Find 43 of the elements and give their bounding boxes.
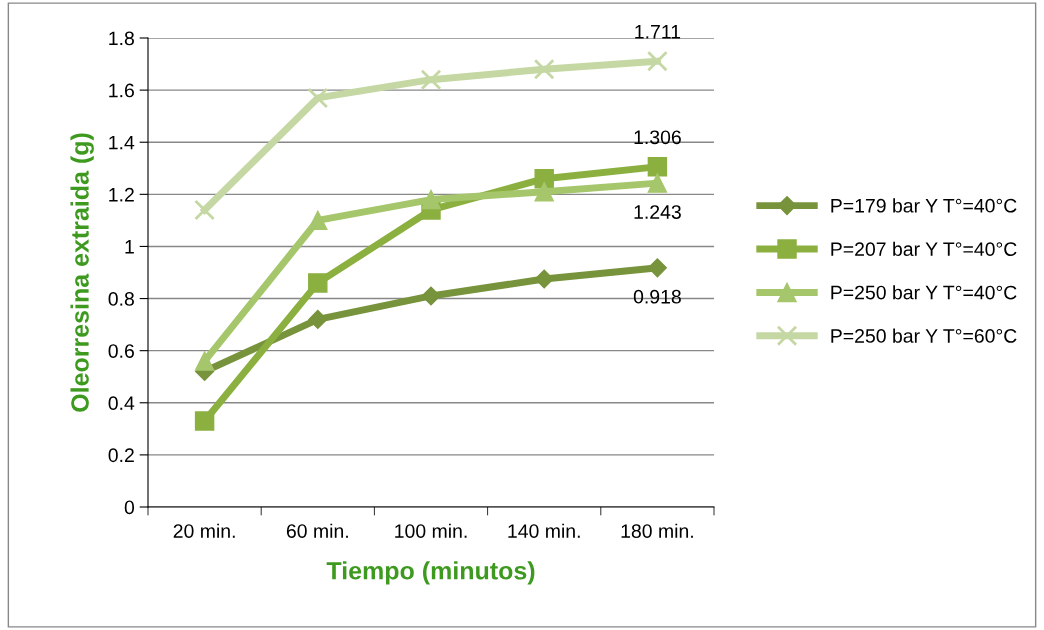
x-axis-title: Tiempo (minutos) [326,561,535,585]
legend-label: P=250 bar Y T°=60°C [831,328,1017,343]
point [308,210,328,231]
y-tick-label: 1.8 [109,31,134,46]
point [421,189,441,210]
y-tick-label: 1.4 [109,135,135,150]
point [194,199,216,221]
point [647,258,667,278]
y-axis-title: Oleorresina extraida (g) [70,133,94,412]
y-tick-label: 0.4 [108,396,135,411]
data-label: 1.243 [634,205,681,219]
point [308,273,328,293]
legend-label: P=179 bar Y T°=40°C [831,198,1017,213]
y-tick-label: 0.6 [108,344,134,358]
point [420,69,442,91]
data-label: 1.306 [634,130,681,145]
point [194,411,215,431]
data-label: 0.918 [633,289,681,304]
data-label: 1.711 [635,25,681,39]
point [533,58,555,80]
y-tick-label: 1 [125,240,134,254]
point [194,351,215,371]
point [308,309,328,329]
legend-label: P=207 bar Y T°=40°C [831,241,1017,257]
point [534,269,554,289]
y-tick-label: 0.2 [108,448,134,463]
x-tick-label: 180 min. [621,523,693,538]
point [647,156,668,177]
x-tick-label: 140 min. [508,523,580,538]
point [421,286,441,306]
x-tick-label: 60 min. [286,523,348,538]
y-tick-label: 0.8 [108,292,134,306]
point [647,173,668,193]
point [307,87,329,109]
x-tick-label: 20 min. [173,523,235,538]
point [534,168,554,189]
y-tick-label: 0 [124,500,135,515]
point [646,50,668,72]
y-tick-label: 1.2 [109,187,134,202]
y-tick-label: 1.6 [109,83,134,98]
legend-label: P=250 bar Y T°=40°C [831,285,1017,300]
point [534,182,554,202]
x-tick-label: 100 min. [395,523,467,538]
